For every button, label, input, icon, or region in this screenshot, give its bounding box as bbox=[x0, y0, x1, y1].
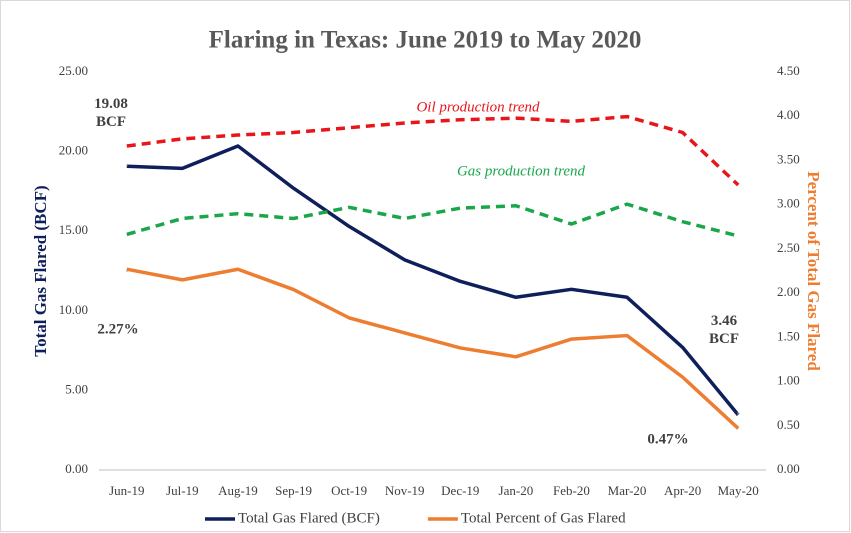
data-label: 19.08 BCF bbox=[94, 96, 128, 130]
trend-line bbox=[126, 114, 740, 187]
x-tick-label: Sep-19 bbox=[275, 483, 312, 498]
x-tick-label: Jul-19 bbox=[166, 483, 199, 498]
x-tick-label: Apr-20 bbox=[664, 483, 701, 498]
y2-tick-label: 2.00 bbox=[777, 284, 800, 299]
y2-tick-label: 3.50 bbox=[777, 151, 800, 166]
series-line bbox=[126, 144, 740, 417]
chart-title: Flaring in Texas: June 2019 to May 2020 bbox=[209, 27, 642, 54]
y2-tick-label: 3.00 bbox=[777, 196, 800, 211]
y-tick-label: 20.00 bbox=[59, 143, 88, 158]
data-label: 3.46 BCF bbox=[709, 313, 739, 347]
y2-tick-label: 2.50 bbox=[777, 240, 800, 255]
x-tick-label: Nov-19 bbox=[385, 483, 425, 498]
y-tick-label: 0.00 bbox=[65, 461, 88, 476]
y-tick-label: 10.00 bbox=[59, 302, 88, 317]
data-label: 2.27% bbox=[97, 321, 138, 337]
y2-tick-label: 0.50 bbox=[777, 417, 800, 432]
y-tick-label: 25.00 bbox=[59, 63, 88, 78]
data-label: 0.47% bbox=[647, 431, 688, 447]
x-tick-label: Jan-20 bbox=[499, 483, 534, 498]
trend-label: Gas production trend bbox=[457, 163, 586, 179]
y2-tick-label: 4.50 bbox=[777, 63, 800, 78]
y-tick-label: 5.00 bbox=[65, 381, 88, 396]
x-tick-label: May-20 bbox=[718, 483, 759, 498]
x-tick-label: Oct-19 bbox=[331, 483, 367, 498]
x-tick-label: Mar-20 bbox=[608, 483, 647, 498]
legend-label: Total Gas Flared (BCF) bbox=[238, 510, 380, 526]
data-label-line: 19.08 bbox=[94, 96, 128, 112]
data-label-line: BCF bbox=[709, 331, 739, 347]
y2-tick-label: 4.00 bbox=[777, 107, 800, 122]
x-tick-label: Feb-20 bbox=[553, 483, 590, 498]
legend-label: Total Percent of Gas Flared bbox=[461, 510, 626, 526]
y-axis-title: Total Gas Flared (BCF) bbox=[31, 185, 50, 356]
y2-tick-label: 0.00 bbox=[777, 461, 800, 476]
y2-tick-label: 1.50 bbox=[777, 328, 800, 343]
data-label-line: 3.46 bbox=[711, 313, 738, 329]
data-label-line: BCF bbox=[96, 114, 126, 130]
y-tick-label: 15.00 bbox=[59, 222, 88, 237]
x-tick-label: Dec-19 bbox=[441, 483, 479, 498]
y2-tick-label: 1.00 bbox=[777, 373, 800, 388]
series-line bbox=[126, 267, 740, 430]
trend-label: Oil production trend bbox=[416, 99, 540, 115]
y2-axis-title: Percent of Total Gas Flared bbox=[804, 171, 823, 371]
x-tick-label: Jun-19 bbox=[109, 483, 144, 498]
x-tick-label: Aug-19 bbox=[218, 483, 258, 498]
